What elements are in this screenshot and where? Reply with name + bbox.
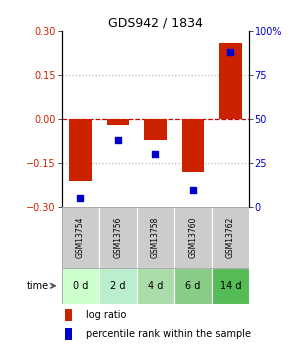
Text: percentile rank within the sample: percentile rank within the sample bbox=[86, 329, 251, 339]
Text: GSM13754: GSM13754 bbox=[76, 217, 85, 258]
Text: GSM13756: GSM13756 bbox=[113, 217, 122, 258]
Bar bbox=[182, 119, 204, 172]
Text: GSM13762: GSM13762 bbox=[226, 217, 235, 258]
Bar bbox=[212, 268, 249, 304]
Bar bbox=[69, 119, 91, 181]
Title: GDS942 / 1834: GDS942 / 1834 bbox=[108, 17, 203, 30]
Point bbox=[228, 49, 233, 55]
Bar bbox=[137, 207, 174, 268]
Point bbox=[190, 187, 195, 193]
Point bbox=[78, 196, 83, 201]
Point bbox=[153, 152, 158, 157]
Text: 2 d: 2 d bbox=[110, 281, 125, 291]
Bar bbox=[107, 119, 129, 125]
Text: log ratio: log ratio bbox=[86, 310, 126, 320]
Bar bbox=[99, 207, 137, 268]
Text: 0 d: 0 d bbox=[73, 281, 88, 291]
Text: 6 d: 6 d bbox=[185, 281, 200, 291]
Bar bbox=[99, 268, 137, 304]
Bar bbox=[137, 268, 174, 304]
Text: GSM13758: GSM13758 bbox=[151, 217, 160, 258]
Text: time: time bbox=[26, 281, 48, 291]
Bar bbox=[174, 268, 212, 304]
Bar bbox=[144, 119, 166, 140]
Text: 4 d: 4 d bbox=[148, 281, 163, 291]
Bar bbox=[212, 207, 249, 268]
Bar bbox=[62, 207, 99, 268]
Bar bbox=[65, 309, 72, 321]
Point bbox=[115, 138, 120, 143]
Bar bbox=[62, 268, 99, 304]
Bar bbox=[174, 207, 212, 268]
Bar bbox=[65, 328, 72, 340]
Text: GSM13760: GSM13760 bbox=[188, 217, 197, 258]
Bar bbox=[219, 43, 241, 119]
Text: 14 d: 14 d bbox=[219, 281, 241, 291]
